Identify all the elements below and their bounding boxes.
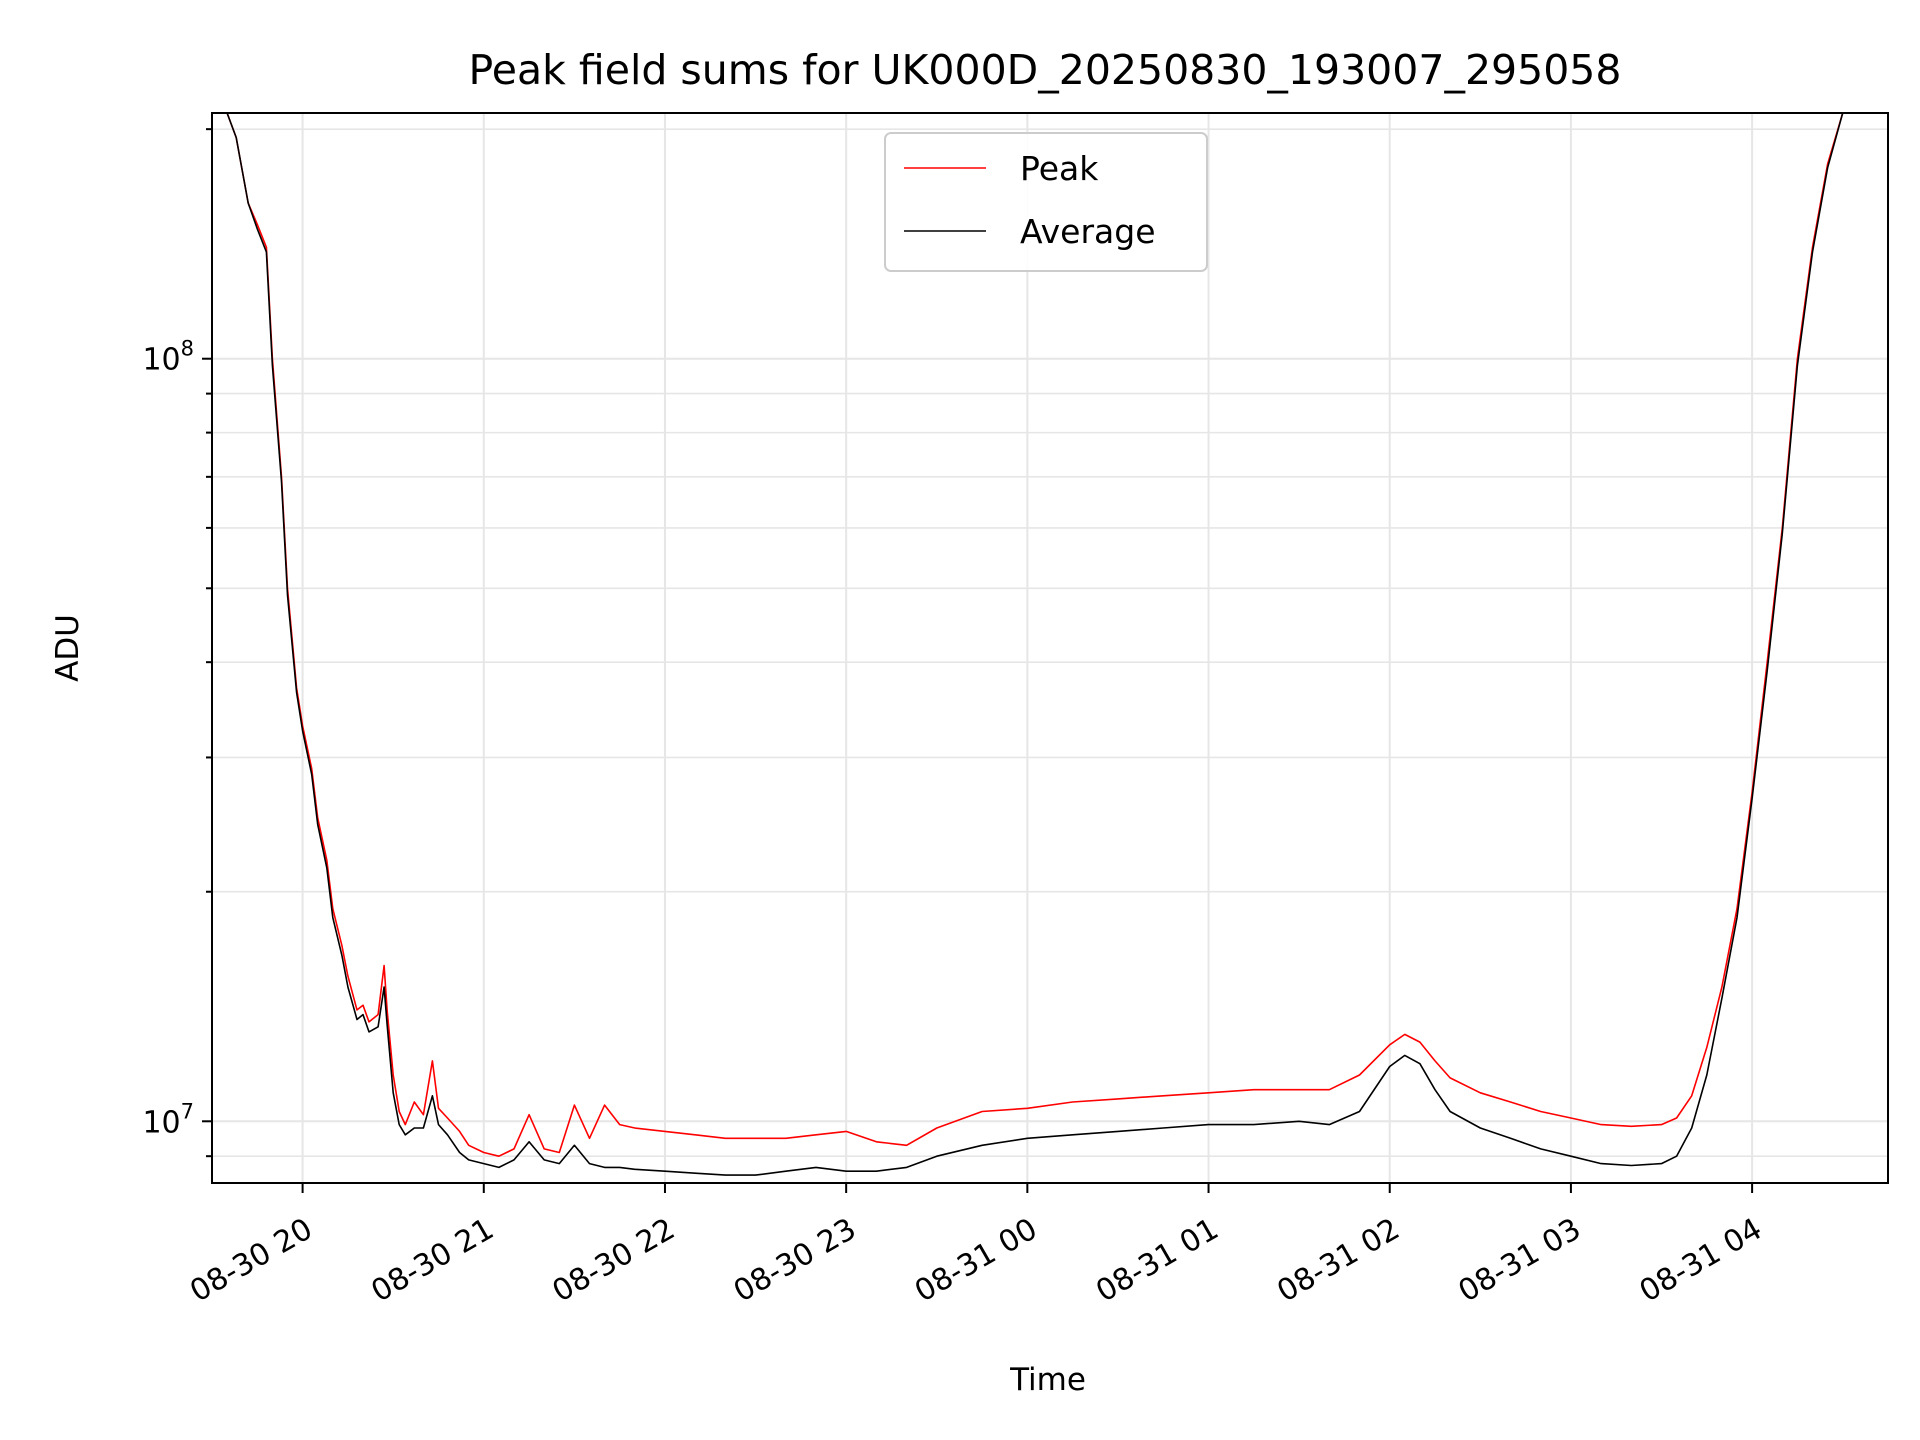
x-axis-label: Time	[1009, 1362, 1086, 1398]
y-tick-label: 107	[142, 1099, 194, 1140]
series-lines	[226, 113, 1858, 1176]
series-line-average	[226, 113, 1858, 1176]
legend-label-average: Average	[1020, 212, 1156, 251]
series-line-peak	[226, 113, 1858, 1157]
y-axis-label: ADU	[50, 614, 86, 682]
chart-title: Peak field sums for UK000D_20250830_1930…	[469, 46, 1622, 94]
legend: Peak Average	[884, 132, 1208, 272]
y-tick-label: 108	[142, 337, 194, 378]
legend-label-peak: Peak	[1020, 149, 1099, 188]
grid	[212, 113, 1888, 1183]
y-axis: 107 108	[142, 128, 212, 1158]
plot-frame	[211, 112, 1889, 1184]
plot-area	[226, 113, 1858, 1176]
